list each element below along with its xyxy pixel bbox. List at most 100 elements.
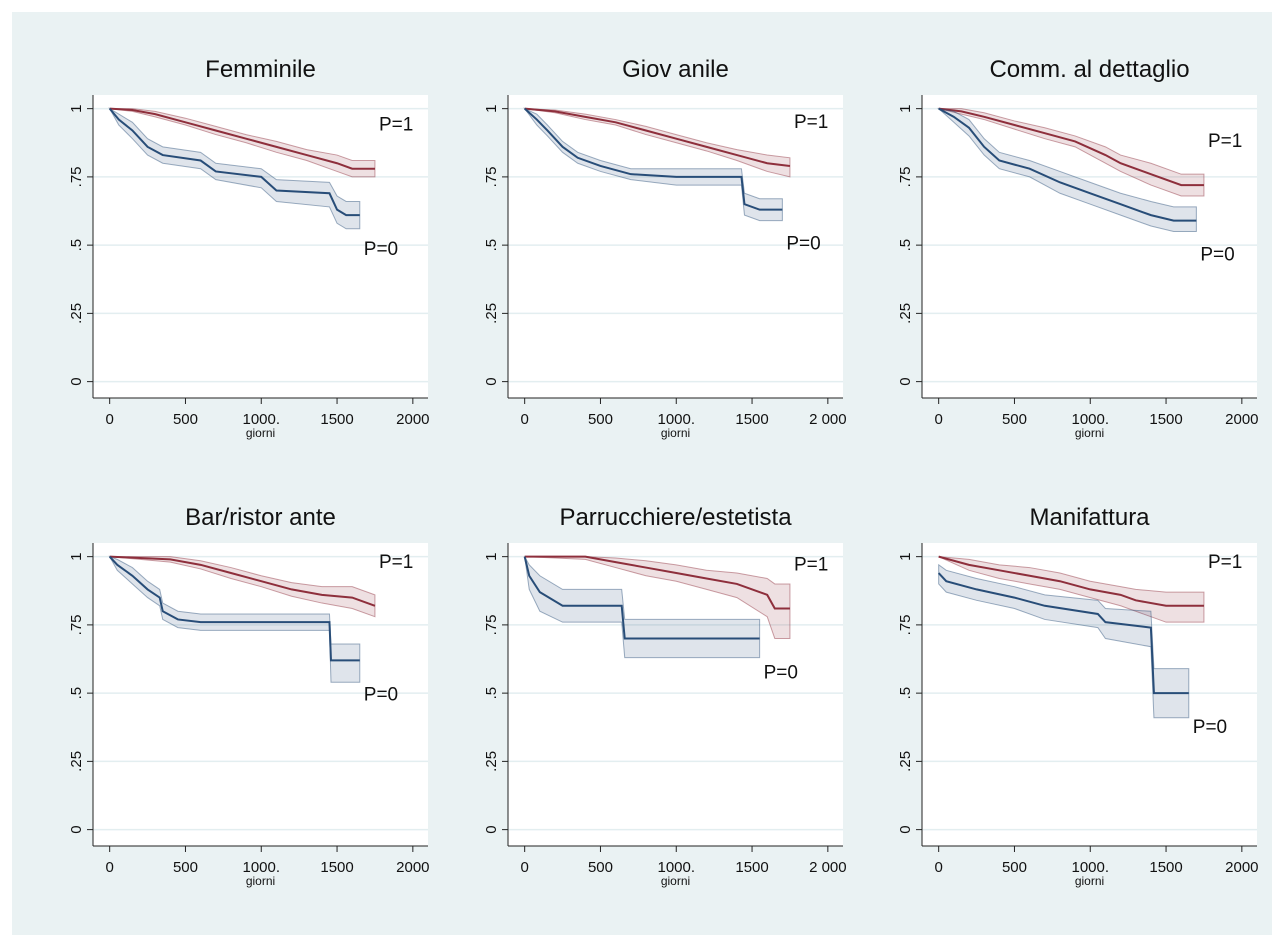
y-tick-label: .25 <box>68 303 85 324</box>
series-label: P=0 <box>1193 717 1227 738</box>
survival-line <box>938 107 1197 222</box>
series-label: P=0 <box>1200 245 1234 266</box>
y-tick-label: .5 <box>68 239 85 252</box>
x-tick-label: 1000. <box>1071 859 1109 876</box>
series-label: P=1 <box>1208 131 1242 152</box>
survival-line <box>109 555 376 607</box>
y-tick-label: .5 <box>897 687 914 700</box>
series-label: P=0 <box>764 663 798 684</box>
y-tick-label: 0 <box>68 377 85 385</box>
x-axis-label: giorni <box>246 426 275 440</box>
y-tick-label: .25 <box>897 751 914 772</box>
x-tick-label: 0 <box>935 859 943 876</box>
x-tick-label: 2 000 <box>809 859 847 876</box>
survival-line <box>524 107 791 167</box>
x-tick-label: 500 <box>1002 411 1027 428</box>
chart-title: Bar/ristor ante <box>185 504 336 531</box>
x-tick-label: 2000 <box>1225 411 1258 428</box>
y-tick-label: 0 <box>483 825 500 833</box>
x-tick-label: 1500 <box>1149 859 1182 876</box>
x-tick-label: 1500 <box>1149 411 1182 428</box>
y-tick-label: 1 <box>897 552 914 560</box>
x-tick-label: 1000. <box>242 411 280 428</box>
x-tick-label: 500 <box>588 859 613 876</box>
survival-line <box>523 556 760 640</box>
y-tick-label: .25 <box>897 303 914 324</box>
x-tick-label: 1500 <box>320 411 353 428</box>
series-label: P=1 <box>379 552 413 573</box>
series-label: P=0 <box>786 234 820 255</box>
survival-line <box>108 108 360 217</box>
series-label: P=1 <box>1208 552 1242 573</box>
series-label: P=1 <box>379 115 413 136</box>
chart-title: Parrucchiere/estetista <box>559 504 792 531</box>
confidence-band <box>937 107 1197 232</box>
survival-line <box>108 555 360 662</box>
y-tick-label: .25 <box>483 303 500 324</box>
x-tick-label: 2000 <box>396 411 429 428</box>
y-tick-label: .75 <box>897 614 914 635</box>
x-axis-label: giorni <box>246 874 275 888</box>
survival-line <box>938 107 1204 187</box>
y-tick-label: .25 <box>68 751 85 772</box>
confidence-band <box>938 556 1205 623</box>
y-tick-label: .25 <box>483 751 500 772</box>
x-axis-label: giorni <box>661 426 690 440</box>
series-label: P=0 <box>364 684 398 705</box>
x-tick-label: 0 <box>106 411 114 428</box>
y-tick-label: .5 <box>897 239 914 252</box>
confidence-band <box>938 563 1190 719</box>
x-tick-label: 2000 <box>1225 859 1258 876</box>
plot-area <box>508 543 843 846</box>
y-tick-label: 1 <box>68 104 85 112</box>
survival-line <box>109 107 375 170</box>
plot-area <box>508 95 843 398</box>
series-label: P=1 <box>794 555 828 576</box>
series-label: P=1 <box>794 112 828 133</box>
x-tick-label: 0 <box>106 859 114 876</box>
y-tick-label: .5 <box>483 687 500 700</box>
x-tick-label: 500 <box>173 859 198 876</box>
confidence-band <box>108 555 361 683</box>
plot-area <box>922 95 1257 398</box>
chart-title: Comm. al dettaglio <box>989 56 1189 83</box>
x-tick-label: 1500 <box>735 859 768 876</box>
plot-area <box>922 543 1257 846</box>
x-tick-label: 0 <box>521 411 529 428</box>
y-tick-label: .75 <box>897 166 914 187</box>
confidence-band <box>524 108 791 178</box>
y-tick-label: 1 <box>68 552 85 560</box>
chart-title: Femminile <box>205 56 316 83</box>
y-tick-label: .75 <box>68 166 85 187</box>
x-tick-label: 2000 <box>396 859 429 876</box>
y-tick-label: .75 <box>483 614 500 635</box>
x-tick-label: 500 <box>1002 859 1027 876</box>
x-axis-label: giorni <box>661 874 690 888</box>
x-tick-label: 2 000 <box>809 411 847 428</box>
survival-line <box>524 107 783 211</box>
y-tick-label: 1 <box>483 104 500 112</box>
x-tick-label: 1000. <box>657 859 695 876</box>
x-tick-label: 1000. <box>657 411 695 428</box>
plot-area <box>93 95 428 398</box>
series-label: P=0 <box>364 239 398 260</box>
plot-area <box>93 543 428 846</box>
chart-title: Giov anile <box>622 56 729 83</box>
x-tick-label: 1500 <box>735 411 768 428</box>
y-tick-label: .5 <box>68 687 85 700</box>
x-tick-label: 1500 <box>320 859 353 876</box>
y-tick-label: 0 <box>897 377 914 385</box>
confidence-band <box>524 556 791 640</box>
y-tick-label: .75 <box>68 614 85 635</box>
x-axis-label: giorni <box>1075 874 1104 888</box>
chart-title: Manifattura <box>1029 504 1150 531</box>
survival-line <box>524 555 790 610</box>
y-tick-label: 0 <box>483 377 500 385</box>
survival-line <box>937 572 1189 695</box>
x-tick-label: 500 <box>173 411 198 428</box>
y-tick-label: 1 <box>897 104 914 112</box>
y-tick-label: .5 <box>483 239 500 252</box>
x-tick-label: 0 <box>935 411 943 428</box>
x-tick-label: 500 <box>588 411 613 428</box>
